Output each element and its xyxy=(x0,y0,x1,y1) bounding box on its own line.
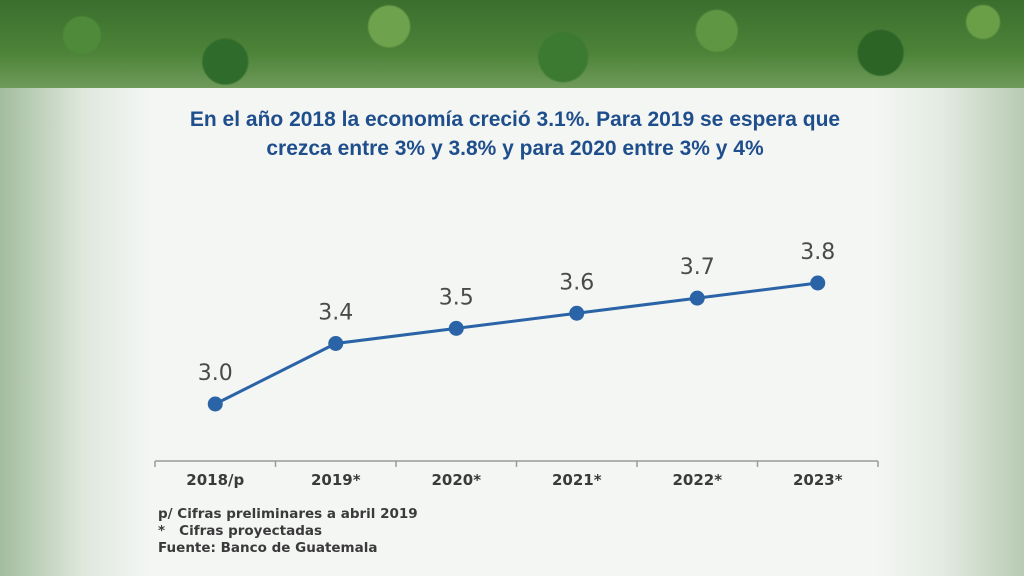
x-tick-label: 2021* xyxy=(552,471,602,489)
data-label: 3.5 xyxy=(439,285,474,310)
footnote-preliminary: p/ Cifras preliminares a abril 2019 xyxy=(158,506,418,522)
footnote-projected: * Cifras proyectadas xyxy=(158,523,322,539)
data-point-marker xyxy=(207,396,223,412)
data-point-marker xyxy=(689,290,705,306)
x-tick-label: 2018/p xyxy=(186,471,244,489)
forest-fade-right xyxy=(874,88,1024,576)
series-line xyxy=(214,281,818,406)
x-tick-label: 2020* xyxy=(431,471,481,489)
data-label: 3.8 xyxy=(800,240,835,265)
data-point-marker xyxy=(328,336,344,351)
data-label: 3.0 xyxy=(198,361,233,386)
forest-banner xyxy=(0,0,1024,88)
data-label: 3.7 xyxy=(680,255,715,280)
x-tick-label: 2019* xyxy=(311,471,361,489)
footnote-source: Fuente: Banco de Guatemala xyxy=(158,540,378,556)
data-point-marker xyxy=(448,320,464,336)
data-point-marker xyxy=(810,275,826,291)
x-tick-label: 2023* xyxy=(793,471,843,489)
x-tick-label: 2022* xyxy=(672,471,722,489)
chart-footnotes: p/ Cifras preliminares a abril 2019 * Ci… xyxy=(158,506,418,557)
page-title: En el año 2018 la economía creció 3.1%. … xyxy=(189,108,841,160)
data-label: 3.6 xyxy=(559,270,594,295)
forest-fade-left xyxy=(0,88,150,576)
data-label: 3.4 xyxy=(318,301,353,326)
data-point-marker xyxy=(569,305,585,321)
